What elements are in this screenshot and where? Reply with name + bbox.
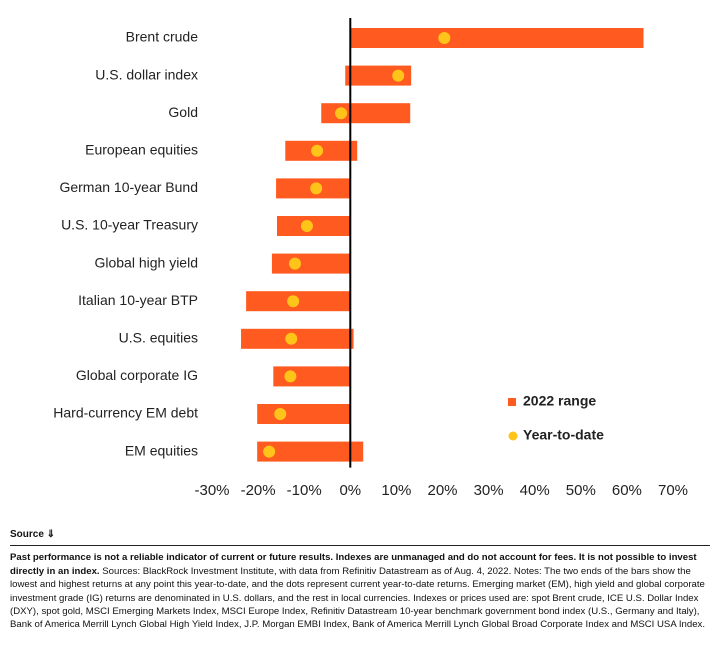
range-bar	[271, 253, 351, 274]
ytd-dot	[288, 257, 301, 270]
range-bar	[321, 103, 411, 124]
category-label: EM equities	[125, 442, 198, 458]
source-label: Source	[10, 529, 44, 540]
legend-dot	[508, 431, 518, 441]
x-tick-label: -20%	[241, 482, 276, 499]
ytd-dot	[284, 370, 297, 383]
category-label: Hard-currency EM debt	[53, 405, 198, 421]
category-label: German 10-year Bund	[59, 179, 198, 195]
ytd-dot	[310, 182, 323, 195]
footnote-bold: Past performance is not a reliable indic…	[10, 552, 697, 577]
category-label: Gold	[168, 104, 198, 120]
range-bar	[257, 404, 351, 424]
footnote-text: Sources: BlackRock Investment Institute,…	[10, 565, 705, 631]
range-bar	[345, 65, 412, 86]
ytd-dot	[263, 445, 276, 458]
category-label: European equities	[85, 142, 198, 158]
x-tick-label: 60%	[612, 482, 642, 499]
ytd-dot	[438, 32, 451, 44]
x-tick-label: -10%	[287, 482, 322, 499]
range-bar	[277, 216, 351, 236]
footer: Source ⇓ Past performance is not a relia…	[10, 528, 710, 632]
x-tick-label: 10%	[381, 482, 411, 499]
x-tick-label: 0%	[339, 482, 361, 499]
legend-label: Year-to-date	[523, 427, 604, 443]
source-toggle[interactable]: Source ⇓	[10, 528, 710, 547]
x-tick-label: -30%	[194, 482, 229, 499]
range-bar	[257, 441, 364, 462]
ytd-dot	[300, 220, 313, 232]
x-tick-label: 40%	[520, 482, 550, 499]
x-tick-label: 30%	[474, 482, 504, 499]
footnote: Past performance is not a reliable indic…	[10, 551, 710, 631]
category-label: Global high yield	[94, 254, 198, 270]
ytd-dot	[392, 69, 405, 82]
ytd-dot	[287, 295, 300, 308]
range-bar	[350, 28, 644, 48]
legend-swatch	[508, 398, 516, 406]
ytd-dot	[285, 332, 298, 345]
ytd-dot	[335, 107, 348, 120]
x-tick-label: 20%	[427, 482, 457, 499]
ytd-dot	[311, 144, 324, 157]
x-tick-label: 70%	[658, 482, 688, 499]
category-label: U.S. 10-year Treasury	[61, 217, 198, 233]
category-label: Italian 10-year BTP	[78, 292, 198, 308]
legend-label: 2022 range	[523, 393, 596, 409]
x-tick-label: 50%	[566, 482, 596, 499]
category-label: U.S. equities	[119, 330, 198, 346]
category-label: U.S. dollar index	[95, 66, 198, 82]
category-label: Global corporate IG	[76, 367, 198, 383]
chart: -30% -20% -10% 0% 10% 20% 30% 40% 50% 60% 70% Brent…	[53, 18, 688, 499]
category-label: Brent crude	[126, 29, 199, 45]
ytd-dot	[274, 408, 287, 420]
